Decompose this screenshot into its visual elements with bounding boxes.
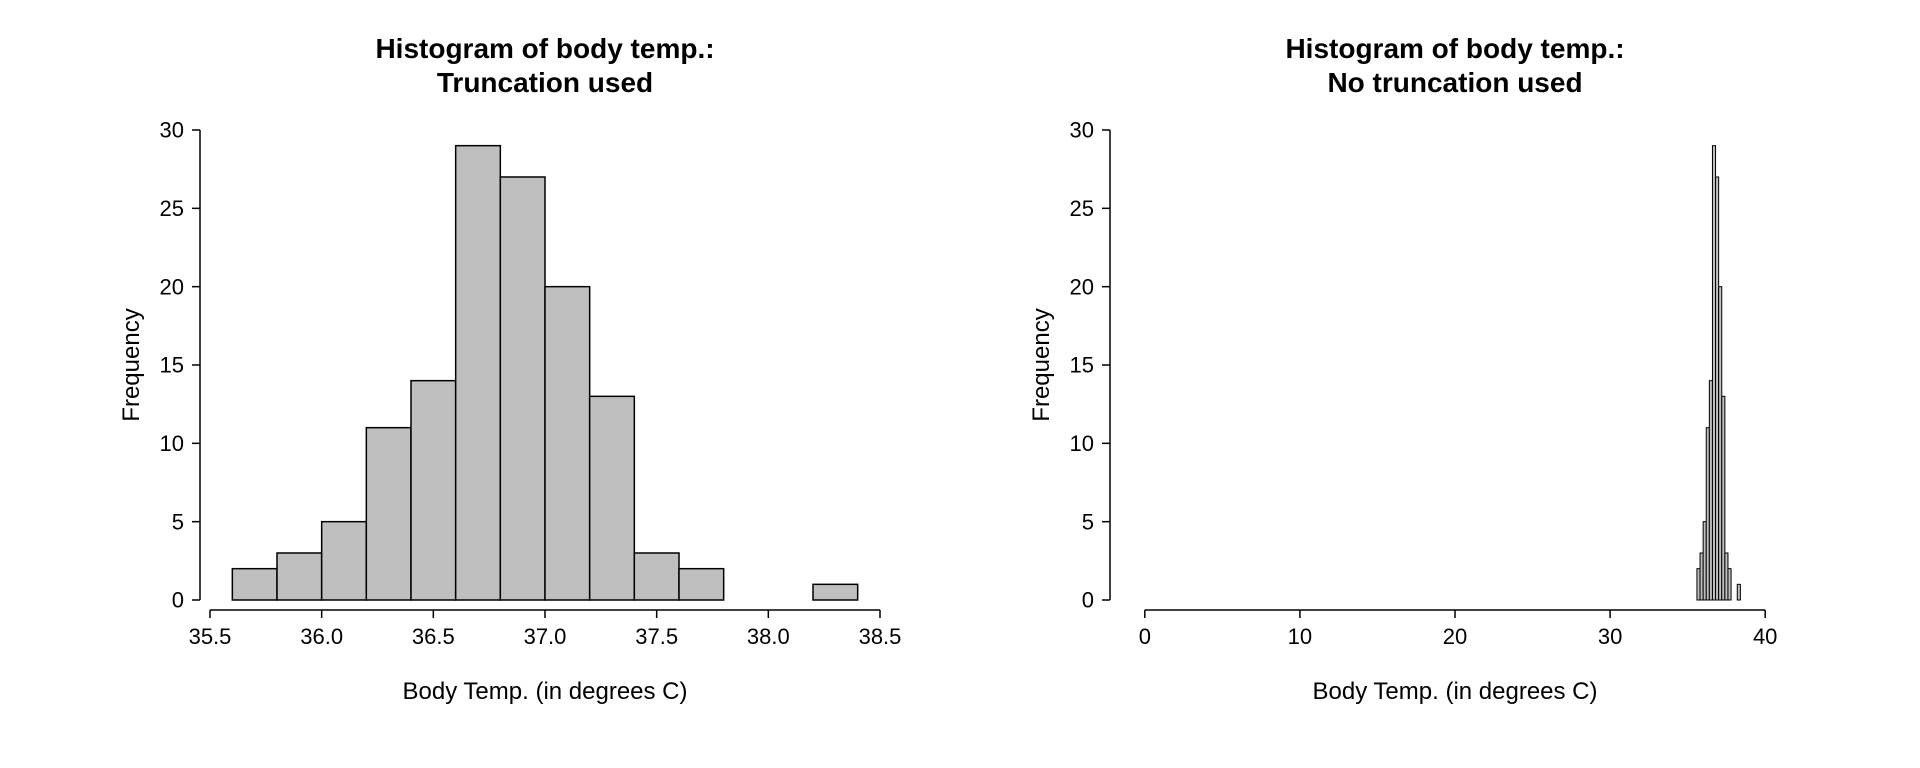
- chart-title-line2: Truncation used: [437, 67, 653, 98]
- histogram-bar: [590, 396, 635, 600]
- y-tick-label: 10: [1070, 431, 1094, 456]
- histogram-bar: [679, 569, 724, 600]
- histogram-bar: [1737, 584, 1740, 600]
- y-axis-label: Frequency: [1028, 308, 1055, 421]
- x-tick-label: 37.5: [635, 624, 678, 649]
- x-tick-label: 36.0: [300, 624, 343, 649]
- x-axis-label: Body Temp. (in degrees C): [402, 678, 687, 705]
- y-axis-label: Frequency: [118, 308, 145, 421]
- x-tick-label: 35.5: [189, 624, 232, 649]
- x-tick-label: 36.5: [412, 624, 455, 649]
- chart-title-line1: Histogram of body temp.:: [1285, 33, 1624, 64]
- x-tick-label: 10: [1288, 624, 1312, 649]
- histogram-bar: [1728, 569, 1731, 600]
- x-tick-label: 38.0: [747, 624, 790, 649]
- y-tick-label: 30: [1070, 118, 1094, 143]
- y-tick-label: 25: [160, 196, 184, 221]
- x-tick-label: 37.0: [524, 624, 567, 649]
- left-panel: Histogram of body temp.:Truncation used 3…: [100, 20, 910, 750]
- y-tick-label: 30: [160, 118, 184, 143]
- x-tick-label: 0: [1139, 624, 1151, 649]
- histogram-bar: [411, 381, 456, 600]
- x-tick-label: 30: [1598, 624, 1622, 649]
- y-tick-label: 10: [160, 431, 184, 456]
- x-tick-label: 38.5: [859, 624, 902, 649]
- histogram-bar: [634, 553, 679, 600]
- y-tick-label: 20: [1070, 274, 1094, 299]
- histogram-bar: [813, 584, 858, 600]
- y-tick-label: 15: [1070, 353, 1094, 378]
- y-tick-label: 5: [1082, 509, 1094, 534]
- chart-title-line2: No truncation used: [1327, 67, 1582, 98]
- histogram-bar: [232, 569, 277, 600]
- histogram-right: Histogram of body temp.:No truncation us…: [1010, 20, 1820, 750]
- y-tick-label: 15: [160, 353, 184, 378]
- chart-title-line1: Histogram of body temp.:: [375, 33, 714, 64]
- x-tick-label: 40: [1753, 624, 1777, 649]
- histogram-bar: [366, 428, 411, 600]
- y-tick-label: 20: [160, 274, 184, 299]
- histogram-bar: [456, 146, 501, 600]
- histogram-left: Histogram of body temp.:Truncation used 3…: [100, 20, 910, 750]
- y-tick-label: 5: [172, 509, 184, 534]
- y-tick-label: 0: [172, 588, 184, 613]
- right-panel: Histogram of body temp.:No truncation us…: [1010, 20, 1820, 750]
- histogram-bar: [500, 177, 545, 600]
- histogram-bar: [277, 553, 322, 600]
- histogram-bar: [322, 522, 367, 600]
- x-axis-label: Body Temp. (in degrees C): [1312, 678, 1597, 705]
- histogram-bar: [545, 287, 590, 600]
- x-tick-label: 20: [1443, 624, 1467, 649]
- y-tick-label: 25: [1070, 196, 1094, 221]
- y-tick-label: 0: [1082, 588, 1094, 613]
